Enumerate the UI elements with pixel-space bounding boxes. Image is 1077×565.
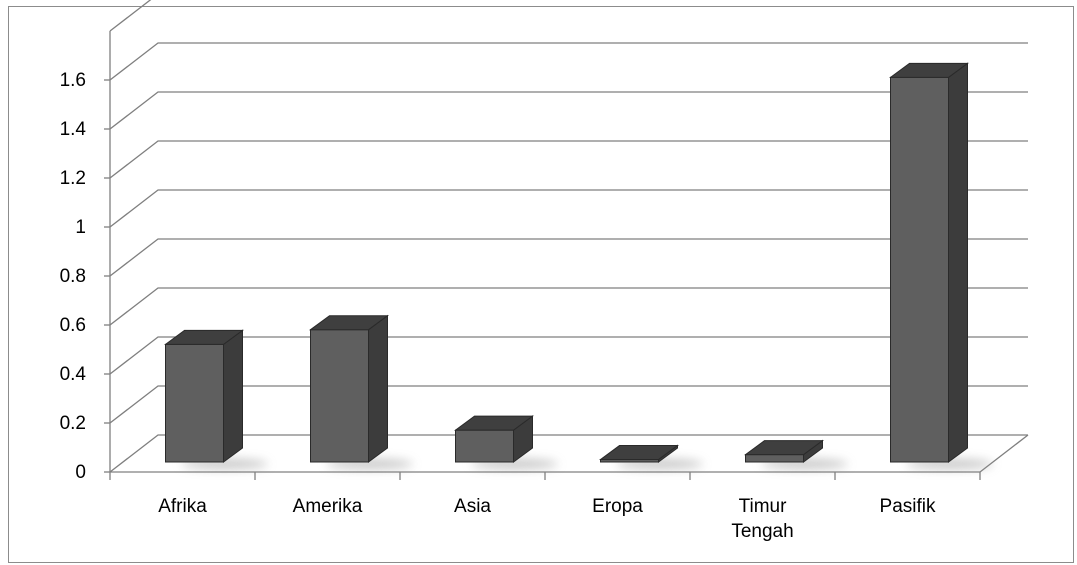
x-category-label: Afrika: [158, 496, 207, 517]
gridline: [109, 238, 1028, 277]
bar-top: [308, 315, 390, 331]
bar-side: [948, 62, 968, 463]
bar-top: [888, 62, 970, 78]
y-tick-label: 1.4: [60, 119, 87, 140]
bar: [453, 415, 535, 463]
bar-top: [598, 445, 680, 461]
y-tick-label: 0: [75, 462, 86, 483]
gridline: [109, 91, 1028, 130]
bar: [598, 444, 680, 463]
x-category-label: Eropa: [592, 496, 643, 517]
bar-front: [455, 429, 514, 463]
bars: [163, 62, 970, 463]
y-tick-label: 1: [75, 217, 86, 238]
gridline: [109, 42, 1028, 81]
axes: [104, 31, 981, 480]
bar: [743, 439, 825, 463]
gridline: [109, 189, 1028, 228]
x-category-label: Timur Tengah: [731, 496, 793, 542]
bar-top: [163, 329, 245, 345]
y-tick-label: 0.4: [60, 364, 87, 385]
gridline: [109, 140, 1028, 179]
bar-front: [165, 343, 224, 463]
bar-side: [223, 329, 243, 463]
axis-labels: 0 0.2 0.4 0.6 0.8 1 1.2 1.4 1.6 Afrika Amerika Asia…: [60, 70, 936, 542]
x-category-label: Pasifik: [880, 496, 936, 517]
bar-side: [368, 314, 388, 463]
gridline: [109, 0, 152, 32]
x-category-label: Amerika: [293, 496, 363, 517]
bar-top: [453, 415, 535, 431]
y-tick-label: 1.2: [60, 168, 86, 189]
y-tick-label: 0.2: [60, 413, 86, 434]
gridline: [109, 336, 1028, 375]
gridline: [109, 385, 1028, 424]
bar: [308, 314, 390, 463]
bar-top: [743, 440, 825, 456]
gridline: [109, 434, 1028, 473]
bar: [888, 62, 970, 463]
gridline: [109, 287, 1028, 326]
bar-shadows: [181, 459, 993, 469]
bar-front: [890, 76, 949, 463]
y-tick-label: 0.8: [60, 266, 86, 287]
y-tick-label: 1.6: [60, 70, 86, 91]
x-category-label: Asia: [454, 496, 491, 517]
bar: [163, 329, 245, 463]
bar-front: [310, 329, 369, 463]
y-tick-label: 0.6: [60, 315, 86, 336]
bar-front: [745, 454, 804, 463]
